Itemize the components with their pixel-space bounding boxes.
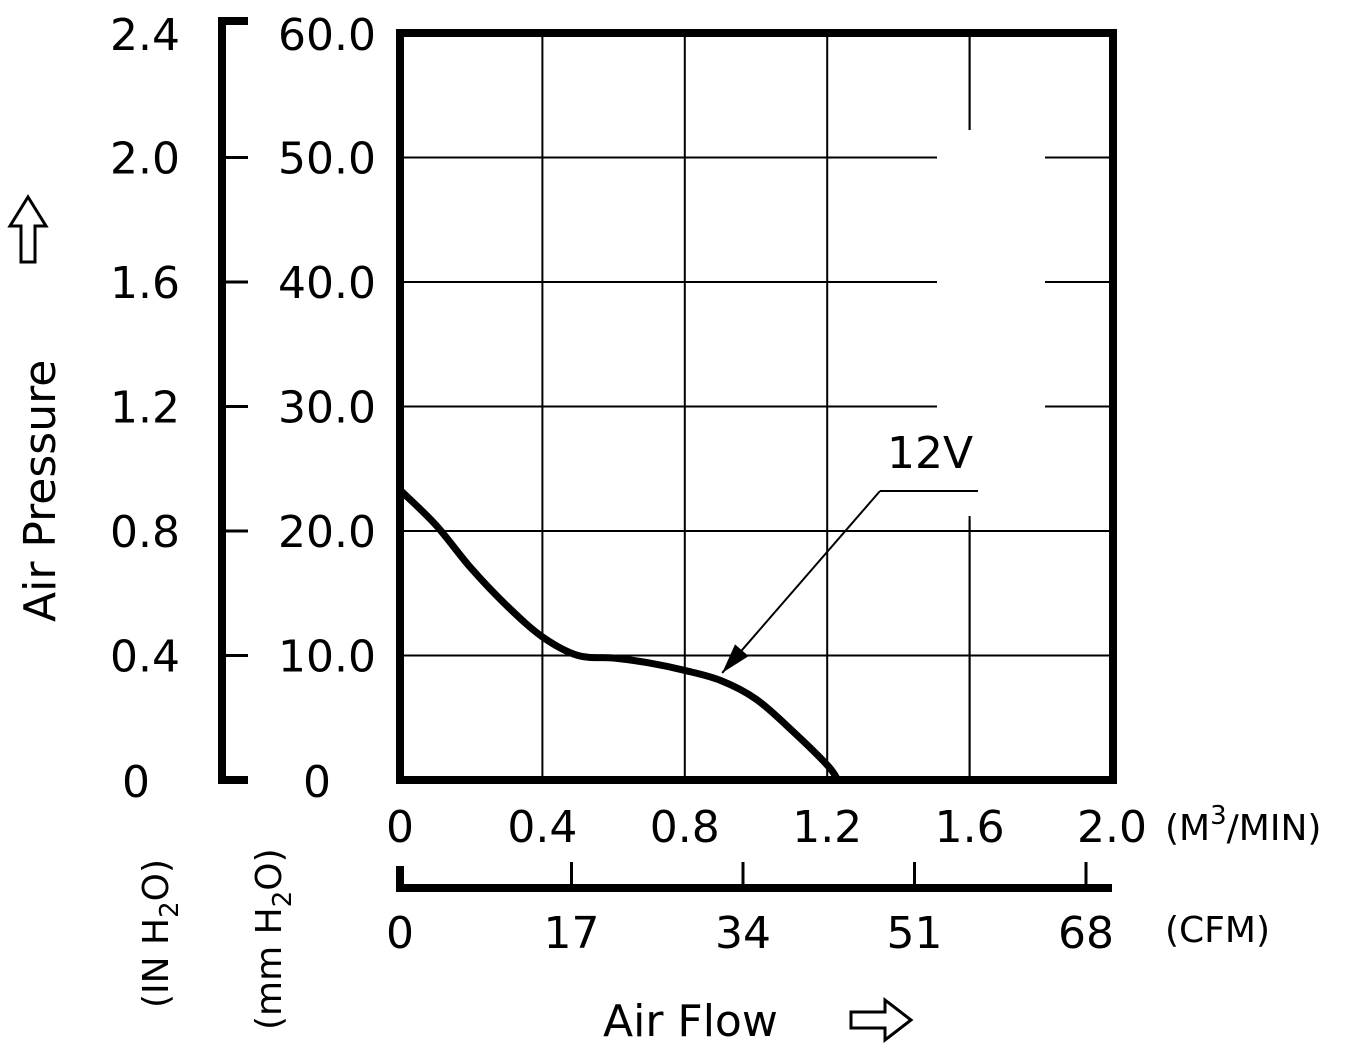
y-tick-labels-mmh2o: 0 10.0 20.0 30.0 40.0 50.0 60.0 (278, 10, 376, 808)
series-line-12v (396, 486, 842, 784)
x-tick-labels-m3min: 0 0.4 0.8 1.2 1.6 2.0 (386, 802, 1147, 853)
series-annotation-12v: 12V (721, 428, 978, 674)
x-tick-label-m3min: 1.2 (792, 802, 862, 853)
x-tick-label-m3min: 0.4 (507, 802, 577, 853)
y-tick-label-mmh2o: 30.0 (278, 383, 376, 434)
right-arrow-icon (849, 996, 914, 1043)
y-tick-label-inh2o: 0.8 (110, 507, 180, 558)
grid-gap-mask (880, 420, 990, 490)
x-tick-label-cfm: 34 (715, 908, 771, 959)
x-tick-label-m3min: 0 (386, 802, 414, 853)
annotation-label-12v: 12V (887, 428, 973, 479)
x-tick-label-cfm: 17 (544, 908, 600, 959)
y-axis-title: Air Pressure (15, 360, 66, 622)
y-tick-label-mmh2o: 10.0 (278, 632, 376, 683)
y-axis-title-group: Air Pressure (7, 194, 66, 622)
y-tick-label-inh2o: 1.6 (110, 258, 180, 309)
y-tick-label-mmh2o: 50.0 (278, 134, 376, 185)
annotation-arrowhead (722, 644, 749, 673)
y-tick-labels-inh2o: 0 0.4 0.8 1.2 1.6 2.0 2.4 (110, 10, 180, 808)
y-tick-label-inh2o: 2.0 (110, 134, 180, 185)
x-tick-label-m3min: 1.6 (935, 802, 1005, 853)
y-unit-mmh2o: (mm H2O) (249, 848, 298, 1030)
x-tick-labels-cfm: 0 17 34 51 68 (386, 908, 1114, 959)
x-tick-label-cfm: 51 (887, 908, 943, 959)
y-axis-ticks (222, 156, 248, 657)
y-tick-label-mmh2o: 40.0 (278, 258, 376, 309)
y-tick-label-mmh2o: 20.0 (278, 507, 376, 558)
cfm-axis-ticks (570, 862, 1088, 888)
y-tick-label-inh2o: 1.2 (110, 383, 180, 434)
y-axis-bracket (218, 17, 248, 784)
x-tick-label-cfm: 0 (386, 908, 414, 959)
y-tick-label-mmh2o: 0 (303, 757, 331, 808)
x-axis-title: Air Flow (603, 996, 778, 1043)
up-arrow-icon (7, 194, 49, 264)
y-tick-label-inh2o: 0 (122, 757, 150, 808)
grid-gap-masks (880, 33, 1045, 780)
cfm-axis-line (396, 866, 1112, 892)
x-tick-label-cfm: 68 (1058, 908, 1114, 959)
x-unit-m3min: (M3/MIN) (1165, 801, 1321, 849)
annotation-leader (721, 490, 881, 674)
y-tick-label-inh2o: 2.4 (110, 10, 180, 61)
y-tick-label-mmh2o: 60.0 (278, 10, 376, 61)
plot-frame (396, 29, 1117, 784)
x-tick-label-m3min: 2.0 (1077, 802, 1147, 853)
x-unit-cfm: (CFM) (1165, 910, 1270, 951)
x-axis-title-group: Air Flow (603, 996, 914, 1043)
y-tick-label-inh2o: 0.4 (110, 632, 180, 683)
y-unit-inh2o: (IN H2O) (136, 859, 185, 1008)
x-tick-label-m3min: 0.8 (650, 802, 720, 853)
